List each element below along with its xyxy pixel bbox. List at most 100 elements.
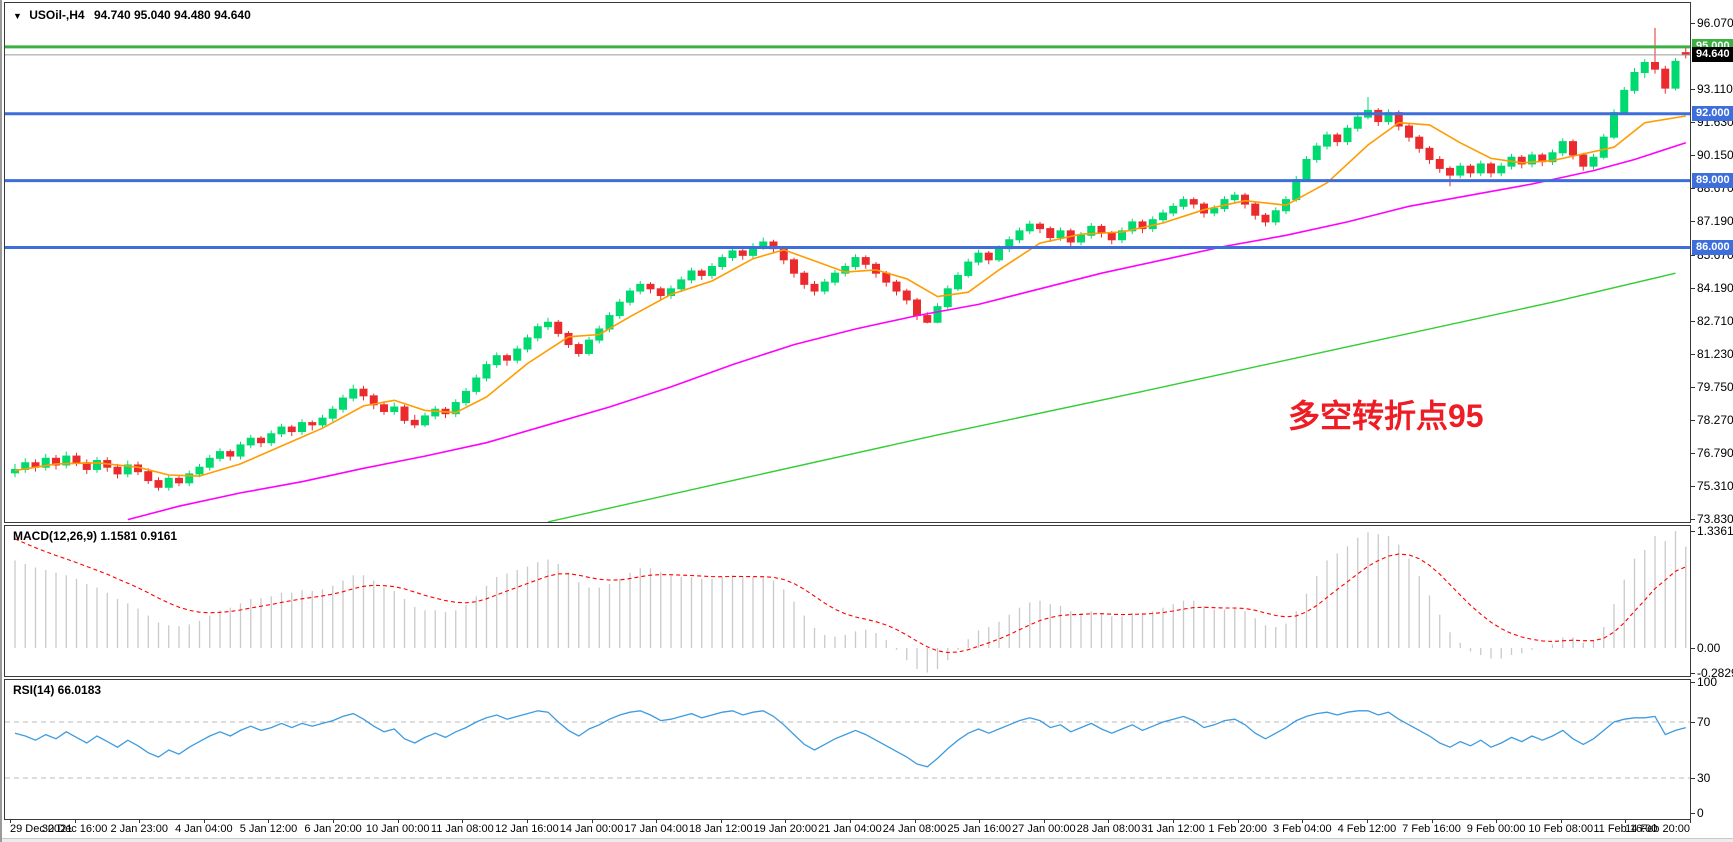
date-tick-label: 17 Jan 04:00 bbox=[624, 823, 688, 835]
rsi-plot[interactable] bbox=[5, 680, 1690, 819]
candle-body bbox=[1271, 210, 1280, 223]
macd-tickmark bbox=[1691, 648, 1695, 649]
candle-body bbox=[72, 455, 81, 464]
price-tickmark bbox=[1691, 23, 1695, 24]
candle-body bbox=[513, 348, 522, 361]
candle-body bbox=[626, 290, 634, 303]
time-tickmark bbox=[785, 820, 787, 823]
macd-histogram bbox=[14, 530, 1687, 673]
candle-body bbox=[851, 257, 860, 268]
date-tick-label: 10 Jan 00:00 bbox=[365, 823, 430, 835]
candle-body bbox=[1610, 112, 1618, 138]
price-tick-label: 90.150 bbox=[1697, 148, 1733, 163]
candle-body bbox=[1651, 61, 1659, 70]
candle-body bbox=[554, 321, 563, 334]
candle-body bbox=[964, 261, 973, 276]
time-tickmark bbox=[914, 820, 916, 823]
candle-body bbox=[1548, 152, 1557, 163]
candle-body bbox=[1179, 199, 1188, 207]
candle-body bbox=[328, 408, 337, 419]
candle-body bbox=[1107, 232, 1116, 241]
time-tickmark bbox=[1690, 820, 1691, 823]
candle-body bbox=[144, 471, 153, 482]
candle-body bbox=[933, 306, 942, 323]
candle-body bbox=[359, 388, 368, 397]
candle-body bbox=[1630, 72, 1639, 91]
candle-body bbox=[1476, 163, 1485, 174]
symbol-period-label: USOil-,H4 bbox=[29, 8, 85, 22]
price-tick-label: 75.310 bbox=[1697, 478, 1733, 493]
macd-plot[interactable] bbox=[5, 526, 1690, 676]
main-chart-panel[interactable]: ▼ USOil-,H4 94.740 95.040 94.480 94.640 … bbox=[4, 2, 1691, 523]
candle-body bbox=[523, 337, 532, 350]
price-badge-92.000[interactable]: 92.000 bbox=[1692, 106, 1733, 122]
macd-panel[interactable]: MACD(12,26,9) 1.1581 0.9161 bbox=[4, 525, 1691, 677]
ohlc-values: 94.740 95.040 94.480 94.640 bbox=[93, 8, 251, 22]
candle-body bbox=[1456, 165, 1465, 176]
candle-body bbox=[1159, 212, 1167, 221]
rsi-tickmark bbox=[1691, 778, 1695, 779]
price-tick-label: 96.070 bbox=[1697, 16, 1733, 30]
time-tickmark bbox=[1043, 820, 1045, 823]
date-tick-label: 6 Jan 20:00 bbox=[304, 823, 362, 835]
price-tick-label: 76.790 bbox=[1697, 445, 1733, 460]
candle-body bbox=[1343, 127, 1352, 143]
candle-body bbox=[257, 437, 265, 444]
candle-body bbox=[226, 451, 235, 457]
candle-body bbox=[1036, 223, 1044, 230]
rsi-label: RSI(14) 66.0183 bbox=[13, 683, 102, 697]
candle-body bbox=[943, 288, 952, 308]
candle-body bbox=[790, 259, 798, 274]
date-tick-label: 27 Jan 00:00 bbox=[1012, 823, 1076, 835]
candle-body bbox=[451, 402, 460, 415]
candle-body bbox=[62, 455, 71, 466]
rsi-tick-label: 0 bbox=[1697, 806, 1704, 820]
candle-body bbox=[164, 477, 173, 488]
candles-series bbox=[11, 27, 1690, 491]
candle-body bbox=[503, 355, 511, 361]
time-tickmark bbox=[591, 820, 593, 823]
price-tickmark bbox=[1691, 155, 1695, 157]
time-tickmark bbox=[526, 820, 528, 823]
price-axis: 96.07093.11091.63090.15088.67087.19085.6… bbox=[1691, 0, 1733, 820]
candle-body bbox=[861, 257, 870, 265]
candle-body bbox=[410, 419, 419, 426]
candle-body bbox=[728, 250, 737, 259]
price-tickmark bbox=[1691, 89, 1695, 90]
candle-body bbox=[995, 248, 1003, 261]
candle-body bbox=[1292, 179, 1301, 201]
macd-tick-label: 1.3361 bbox=[1697, 523, 1733, 538]
candle-body bbox=[1589, 156, 1598, 167]
rsi-tick-label: 30 bbox=[1697, 771, 1711, 785]
time-tickmark bbox=[1431, 820, 1433, 823]
rsi-tick-label: 70 bbox=[1697, 715, 1711, 729]
mid-ma-magenta-line bbox=[127, 142, 1687, 521]
candle-body bbox=[1353, 116, 1362, 129]
symbol-title: ▼ USOil-,H4 94.740 95.040 94.480 94.640 bbox=[13, 8, 251, 22]
symbol-dropdown-icon[interactable]: ▼ bbox=[13, 11, 22, 21]
candle-body bbox=[93, 460, 101, 470]
candle-body bbox=[1569, 141, 1577, 156]
candle-body bbox=[1025, 223, 1034, 232]
candle-body bbox=[267, 433, 276, 444]
candle-body bbox=[1302, 158, 1311, 181]
candle-body bbox=[687, 270, 696, 281]
price-tick-label: 87.190 bbox=[1697, 214, 1733, 229]
rsi-panel[interactable]: RSI(14) 66.0183 bbox=[4, 679, 1691, 820]
candle-body bbox=[841, 266, 850, 274]
slow-ma-green-line bbox=[547, 272, 1676, 522]
time-axis: 29 Dec 2021 30 Dec 16:00 2 Jan 23:00 4 Jan … bbox=[4, 820, 1733, 838]
price-badge-89.000[interactable]: 89.000 bbox=[1692, 173, 1733, 189]
price-badge-86.000[interactable]: 86.000 bbox=[1692, 240, 1733, 256]
candle-body bbox=[1558, 141, 1567, 154]
candlestick-plot[interactable] bbox=[5, 3, 1690, 522]
candle-body bbox=[1261, 214, 1270, 223]
candle-body bbox=[1015, 230, 1024, 241]
time-tickmark bbox=[1560, 820, 1562, 823]
candle-body bbox=[1446, 167, 1454, 176]
price-tick-label: 78.270 bbox=[1697, 412, 1733, 427]
time-tickmark bbox=[203, 820, 205, 823]
candle-body bbox=[298, 422, 306, 433]
date-tick-label: 2 Jan 23:00 bbox=[110, 823, 168, 835]
